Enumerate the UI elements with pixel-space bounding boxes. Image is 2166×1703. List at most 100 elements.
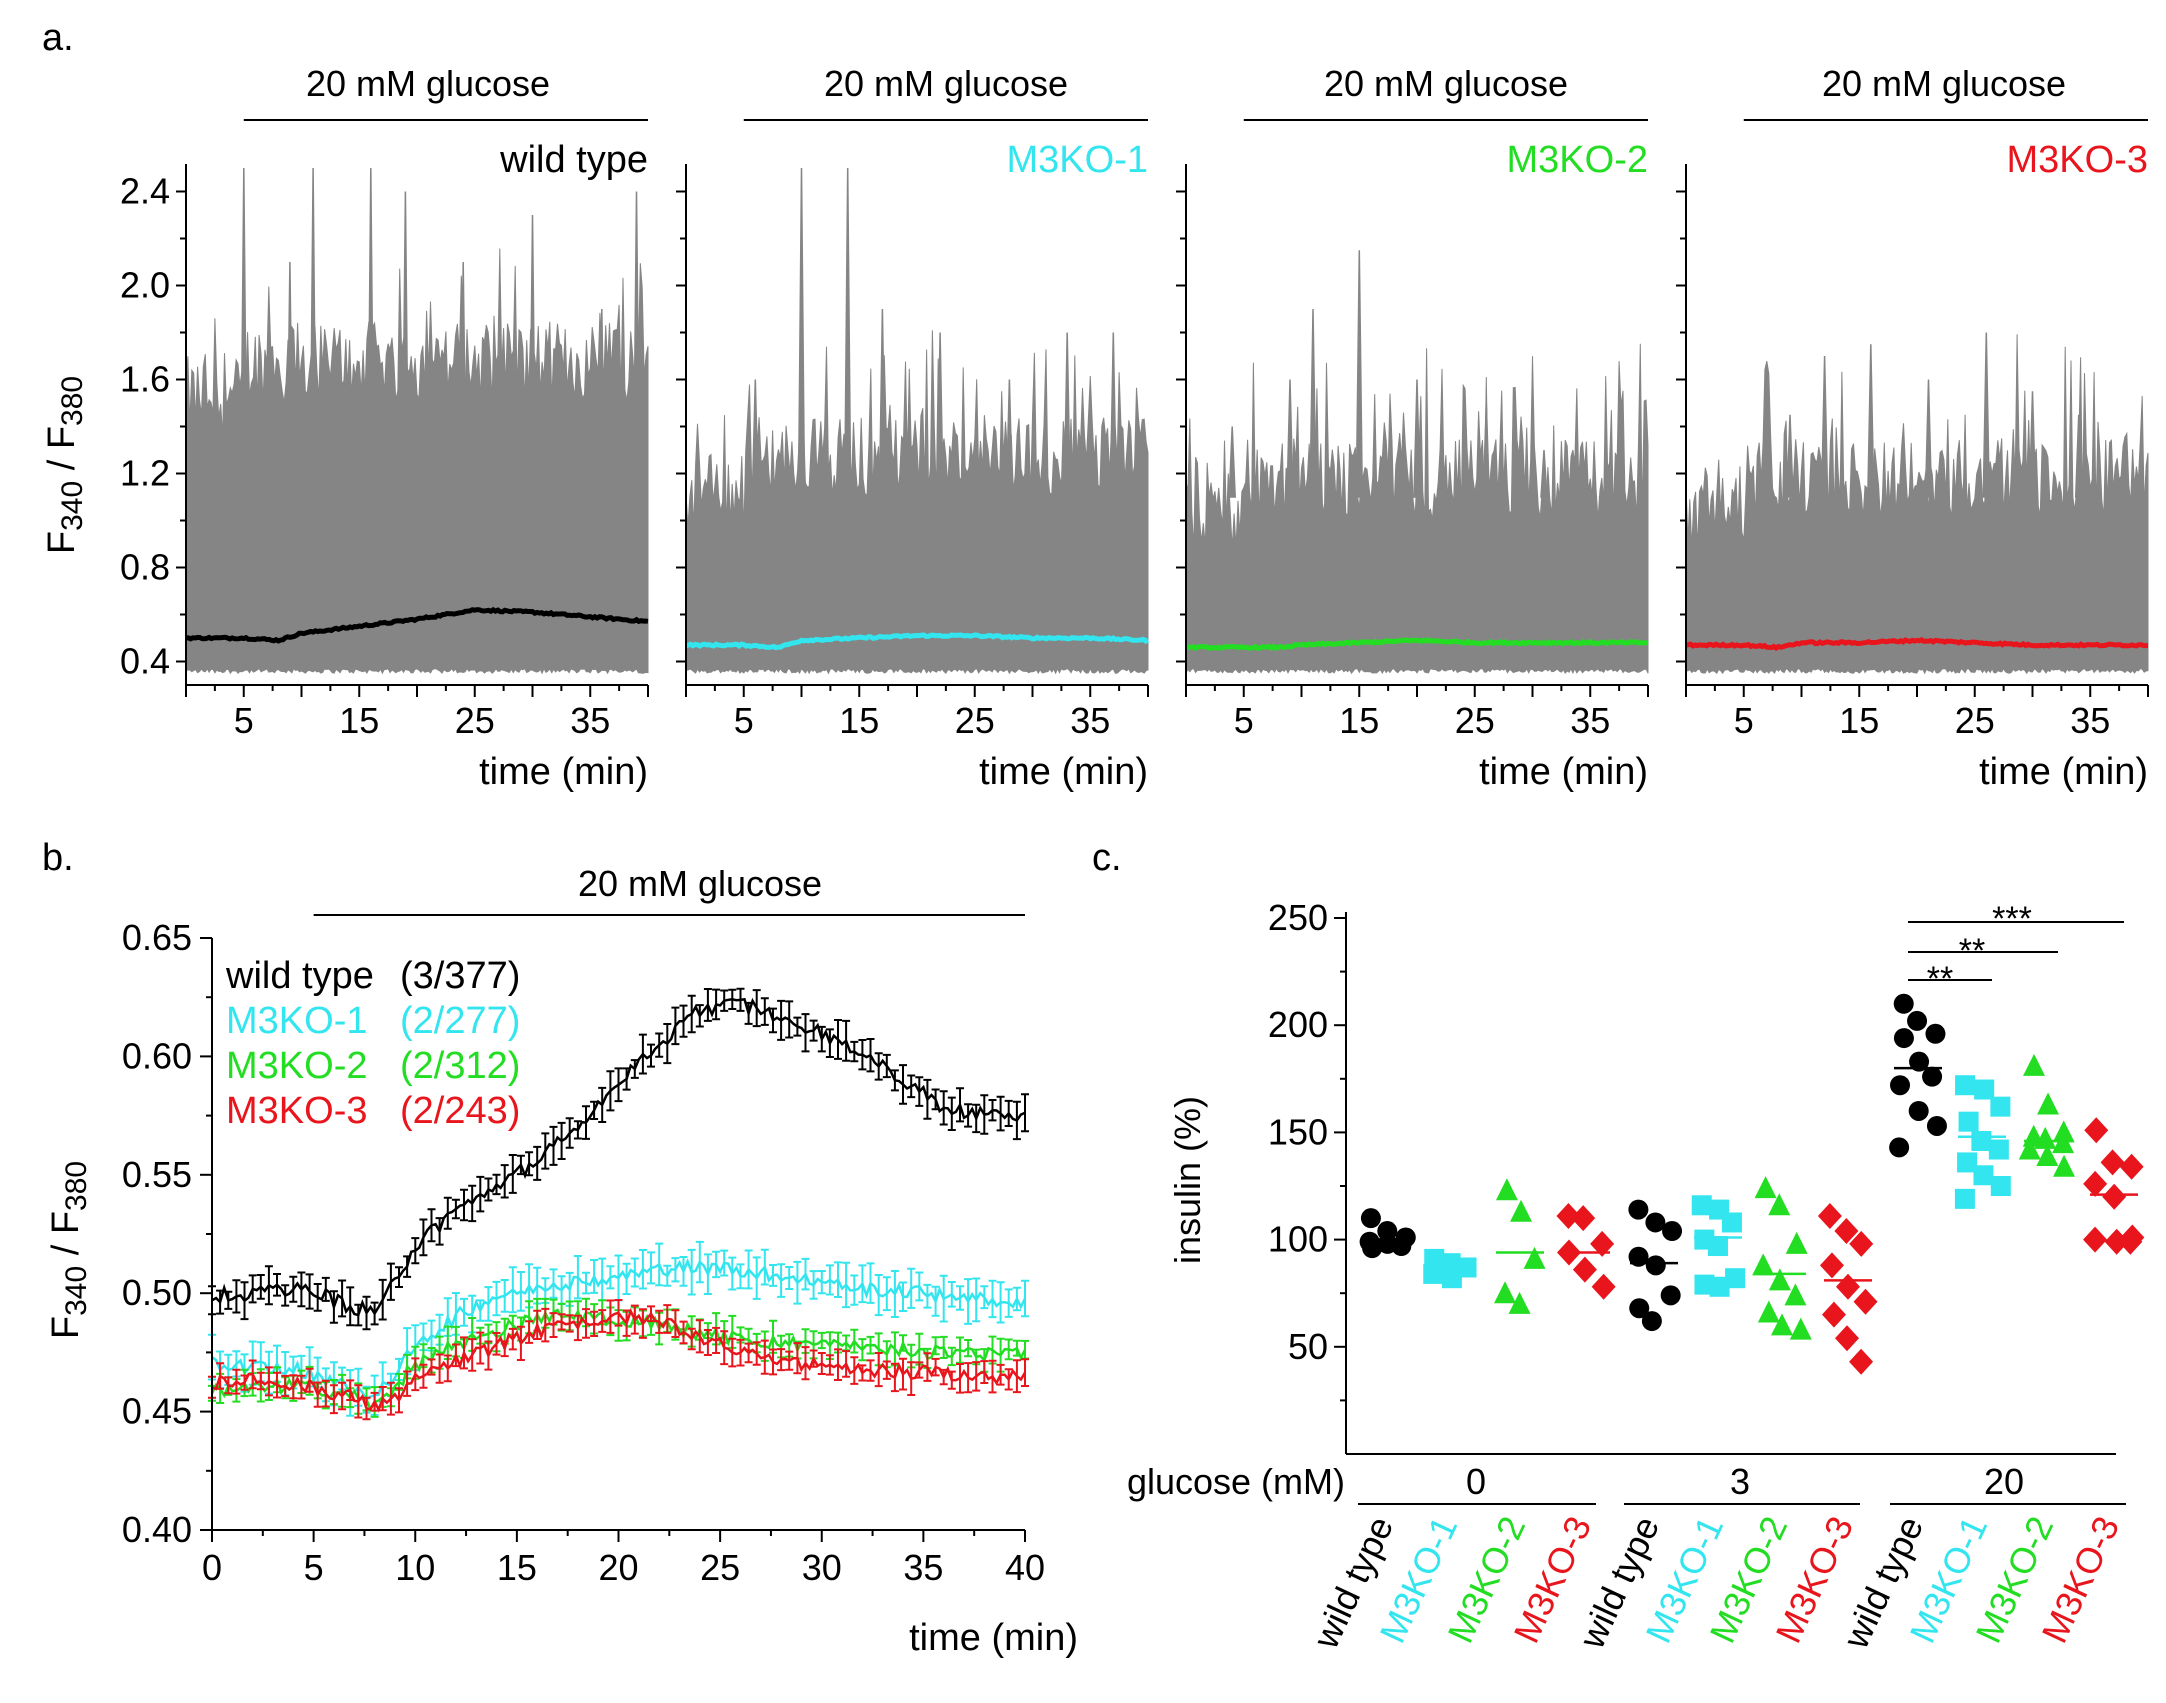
- trace-spike: [1063, 332, 1071, 498]
- mean-trace: [1685, 636, 2149, 651]
- data-point: [1423, 1263, 1444, 1284]
- trace-spike: [797, 167, 806, 498]
- panel-a-subplot-3: 5 15 25 35: [1176, 119, 1649, 741]
- data-point: [1817, 1203, 1842, 1230]
- data-point: [1768, 1193, 1791, 1216]
- data-point: [1955, 1075, 1976, 1096]
- x-tick-label: 20: [598, 1547, 638, 1588]
- data-point: [1971, 1130, 1992, 1151]
- trace-spike: [1109, 332, 1118, 498]
- data-point: [2052, 1131, 2075, 1154]
- panel-c-sig-3: ***: [1992, 900, 2032, 938]
- trace-envelope: [685, 330, 1149, 675]
- panel-b-ylabel-main: F: [45, 1316, 87, 1339]
- data-point: [1523, 1246, 1546, 1269]
- group-0-wild-type: [1359, 1208, 1416, 1259]
- data-point: [1571, 1205, 1596, 1232]
- panel-a1-title: wild type: [499, 139, 648, 181]
- y-tick-label: 0.45: [122, 1391, 192, 1432]
- panel-a1-xlabel: time (min): [479, 751, 648, 793]
- panel-c-label: c.: [1092, 837, 1122, 879]
- trace-spike: [1786, 414, 1794, 498]
- y-tick-label: 0.50: [122, 1272, 192, 1313]
- data-point: [1628, 1199, 1649, 1220]
- x-tick-label: 25: [700, 1547, 740, 1588]
- data-point: [1591, 1273, 1616, 1300]
- data-point: [2102, 1183, 2127, 1210]
- trace-spike: [2121, 449, 2129, 498]
- data-point: [1954, 1188, 1975, 1209]
- x-tick-label: 15: [1839, 700, 1879, 741]
- trace-spike: [1540, 449, 1548, 498]
- data-point: [2100, 1149, 2125, 1176]
- data-point: [2083, 1226, 2108, 1253]
- panel-c-glucose-0: 0: [1466, 1461, 1486, 1502]
- x-tick-label: 0: [202, 1547, 222, 1588]
- data-point: [1974, 1079, 1995, 1100]
- series-line: [211, 1307, 1027, 1413]
- data-point: [1889, 1137, 1910, 1158]
- error-bars: [208, 1299, 1029, 1421]
- y-tick-label: 1.2: [120, 453, 170, 494]
- data-point: [1893, 1028, 1914, 1049]
- group-3-m3ko-3: [1817, 1203, 1878, 1375]
- x-tick-label: 35: [2070, 700, 2110, 741]
- data-point: [2083, 1170, 2108, 1197]
- trace-spike: [1413, 379, 1421, 498]
- panel-a-ylabel-sub1: 340: [56, 481, 89, 531]
- data-point: [2052, 1120, 2075, 1143]
- x-tick-label: 15: [1339, 700, 1379, 741]
- data-point: [1958, 1111, 1979, 1132]
- data-point: [1834, 1218, 1859, 1245]
- group-0-m3ko-3: [1556, 1203, 1616, 1300]
- trace-spike: [286, 261, 294, 498]
- trace-spike: [1867, 344, 1875, 498]
- legend-name-m3ko-1: M3KO-1: [226, 1000, 367, 1042]
- y-tick-label: 2.0: [120, 265, 170, 306]
- panel-b-legend: wild type (3/377) M3KO-1 (2/277) M3KO-2 …: [225, 955, 520, 1132]
- panel-a-ylabel-sep: / F: [41, 426, 83, 481]
- data-point: [2023, 1053, 2046, 1076]
- trace-envelope: [185, 248, 649, 675]
- trace-spike: [309, 167, 317, 498]
- y-tick-label: 250: [1268, 897, 1328, 938]
- panel-b-glucose-label: 20 mM glucose: [578, 863, 822, 904]
- data-point: [1641, 1311, 1662, 1332]
- data-point: [1909, 1051, 1930, 1072]
- y-tick-label: 50: [1288, 1326, 1328, 1367]
- trace-spike: [1482, 402, 1491, 498]
- y-tick-label: 0.65: [122, 917, 192, 958]
- data-point: [1835, 1273, 1860, 1300]
- y-tick-label: 2.4: [120, 171, 170, 212]
- mean-trace: [685, 632, 1149, 651]
- panel-b-ylabel-sub1: 340: [60, 1266, 93, 1316]
- panel-a4-xlabel: time (min): [1979, 751, 2148, 793]
- data-point: [1752, 1253, 1775, 1276]
- trace-spike: [367, 167, 375, 498]
- trace-spike: [1228, 426, 1236, 498]
- data-point: [2018, 1137, 2041, 1160]
- data-point: [1907, 1010, 1928, 1031]
- data-point: [2104, 1228, 2129, 1255]
- legend-name-m3ko-2: M3KO-2: [226, 1045, 367, 1087]
- x-tick-label: 35: [903, 1547, 943, 1588]
- panel-a3-glucose-label: 20 mM glucose: [1324, 63, 1568, 104]
- x-tick-label: 15: [839, 700, 879, 741]
- series-4: [208, 1299, 1029, 1421]
- data-point: [1424, 1248, 1445, 1269]
- x-tick-label: 30: [802, 1547, 842, 1588]
- legend-count-m3ko-1: (2/277): [400, 1000, 520, 1042]
- data-point: [1922, 1066, 1943, 1087]
- panel-a-subplot-4: 5 15 25 35: [1676, 119, 2149, 741]
- data-point: [1556, 1203, 1581, 1230]
- data-point: [1645, 1212, 1666, 1233]
- data-point: [1754, 1176, 1777, 1199]
- data-point: [1821, 1301, 1846, 1328]
- panel-c-glucose-axis-label: glucose (mM): [1127, 1461, 1345, 1502]
- data-point: [1691, 1195, 1712, 1216]
- data-point: [1694, 1274, 1715, 1295]
- data-point: [1757, 1300, 1780, 1323]
- data-point: [2036, 1143, 2059, 1166]
- data-point: [2119, 1153, 2144, 1180]
